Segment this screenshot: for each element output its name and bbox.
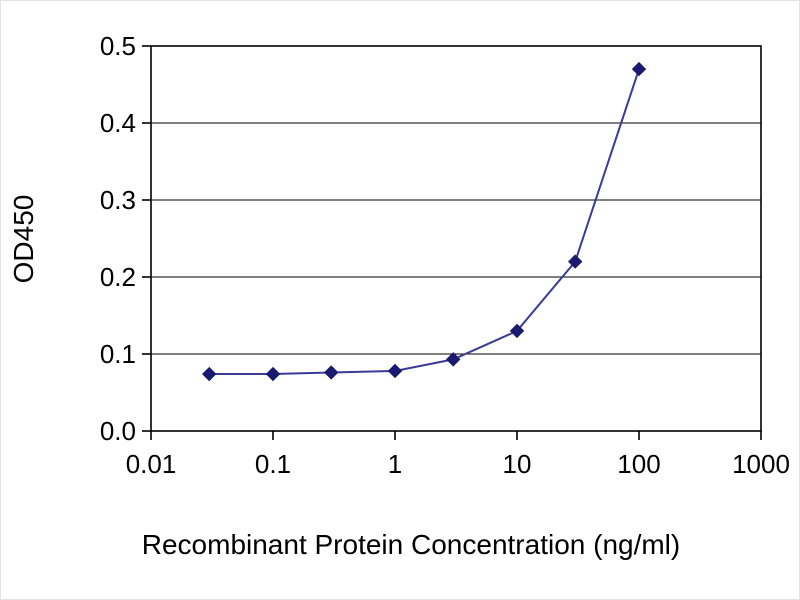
data-point-marker (631, 61, 647, 77)
x-tick-label: 10 (503, 449, 532, 479)
data-point-marker (446, 352, 461, 367)
x-tick-label: 100 (617, 449, 660, 479)
x-tick-label: 1000 (732, 449, 790, 479)
y-tick-label: 0.2 (100, 262, 136, 292)
data-series (202, 61, 647, 382)
data-point-marker (387, 363, 403, 379)
x-tick-label: 1 (388, 449, 402, 479)
x-axis-ticks: 0.01 0.1 1 10 100 1000 (126, 431, 790, 479)
data-point-marker (265, 366, 281, 382)
x-tick-label: 0.1 (255, 449, 291, 479)
x-axis-label: Recombinant Protein Concentration (ng/ml… (142, 529, 680, 560)
x-tick-label: 0.01 (126, 449, 177, 479)
y-tick-label: 0.4 (100, 108, 136, 138)
y-tick-label: 0.1 (100, 339, 136, 369)
plot-border (150, 45, 762, 432)
data-point-marker (509, 323, 525, 339)
data-point-marker (568, 254, 583, 269)
y-tick-label: 0.3 (100, 185, 136, 215)
y-tick-label: 0.5 (100, 31, 136, 61)
data-point-marker (202, 366, 217, 382)
y-axis-ticks: 0.0 0.1 0.2 0.3 0.4 0.5 (100, 31, 151, 446)
data-point-marker (324, 365, 339, 380)
y-axis-label: OD450 (8, 195, 39, 284)
y-tick-label: 0.0 (100, 416, 136, 446)
series-line (209, 68, 640, 376)
